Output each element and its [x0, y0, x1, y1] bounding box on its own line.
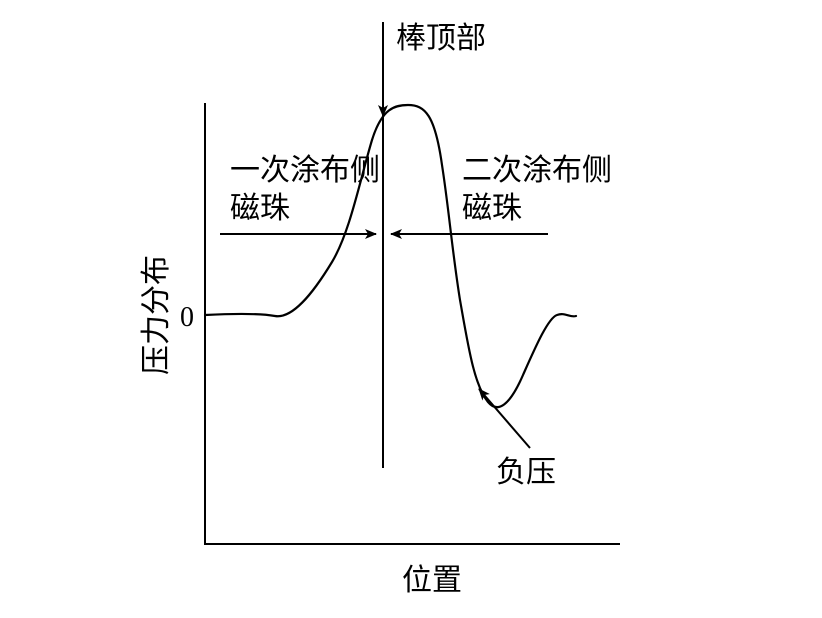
y-axis-label: 压力分布 [139, 255, 174, 375]
x-axis-label: 位置 [402, 563, 462, 598]
zero-tick-label: 0 [180, 302, 194, 333]
negative-pressure-arrow [478, 388, 531, 449]
negative-pressure-label: 负压 [496, 455, 556, 490]
rod-top-label: 棒顶部 [396, 21, 486, 56]
pressure-curve [203, 103, 578, 409]
second-coat-label-line2: 磁珠 [462, 191, 522, 226]
second-coat-label-line1: 二次涂布侧 [462, 153, 612, 188]
first-coat-label-line1: 一次涂布侧 [230, 153, 380, 188]
first-coat-label-line2: 磁珠 [230, 191, 290, 226]
